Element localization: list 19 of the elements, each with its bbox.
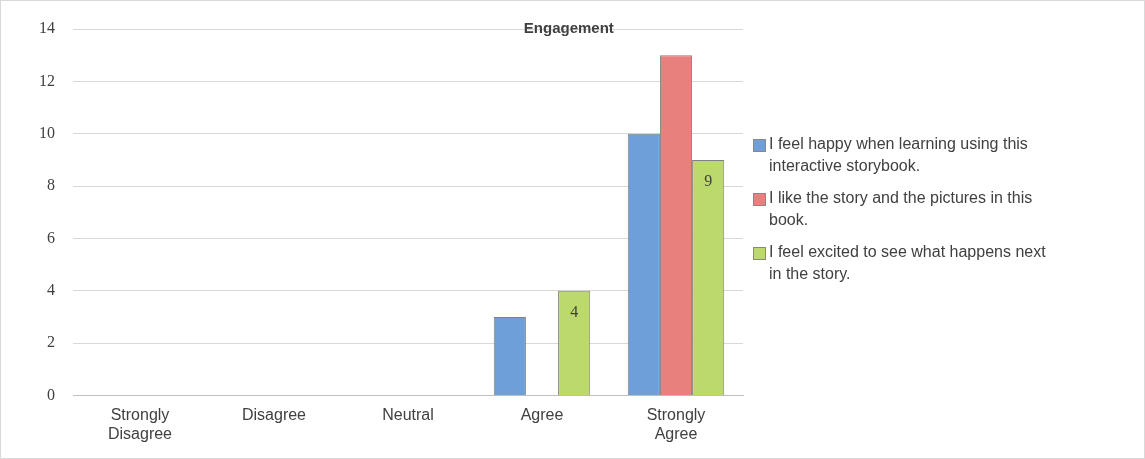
x-tick-label: Agree	[520, 405, 564, 423]
legend-label: I like the story and the pictures in this book.	[769, 188, 1034, 230]
y-tick-label: 2	[47, 333, 55, 351]
y-tick-label: 6	[47, 228, 55, 246]
y-tick-label: 10	[39, 123, 55, 141]
y-tick-label: 12	[39, 71, 55, 89]
x-tick-label: Disagree	[241, 405, 307, 423]
x-tick-label: Strongly Disagree	[107, 405, 173, 442]
data-label: 9	[704, 172, 713, 190]
legend-label: I feel happy when learning using this interactive storybook.	[769, 134, 1029, 176]
legend-label: I feel excited to see what happens next in the story.	[769, 242, 1047, 284]
x-tick-label: Neutral	[382, 405, 434, 423]
data-label: 4	[570, 303, 579, 321]
x-tick-label: Strongly Agree	[646, 405, 706, 442]
y-tick-label: 4	[47, 281, 55, 299]
y-tick-label: 14	[39, 19, 55, 37]
chart-title: Engagement	[523, 19, 614, 37]
y-tick-label: 8	[47, 176, 55, 194]
y-tick-label: 0	[47, 385, 55, 403]
